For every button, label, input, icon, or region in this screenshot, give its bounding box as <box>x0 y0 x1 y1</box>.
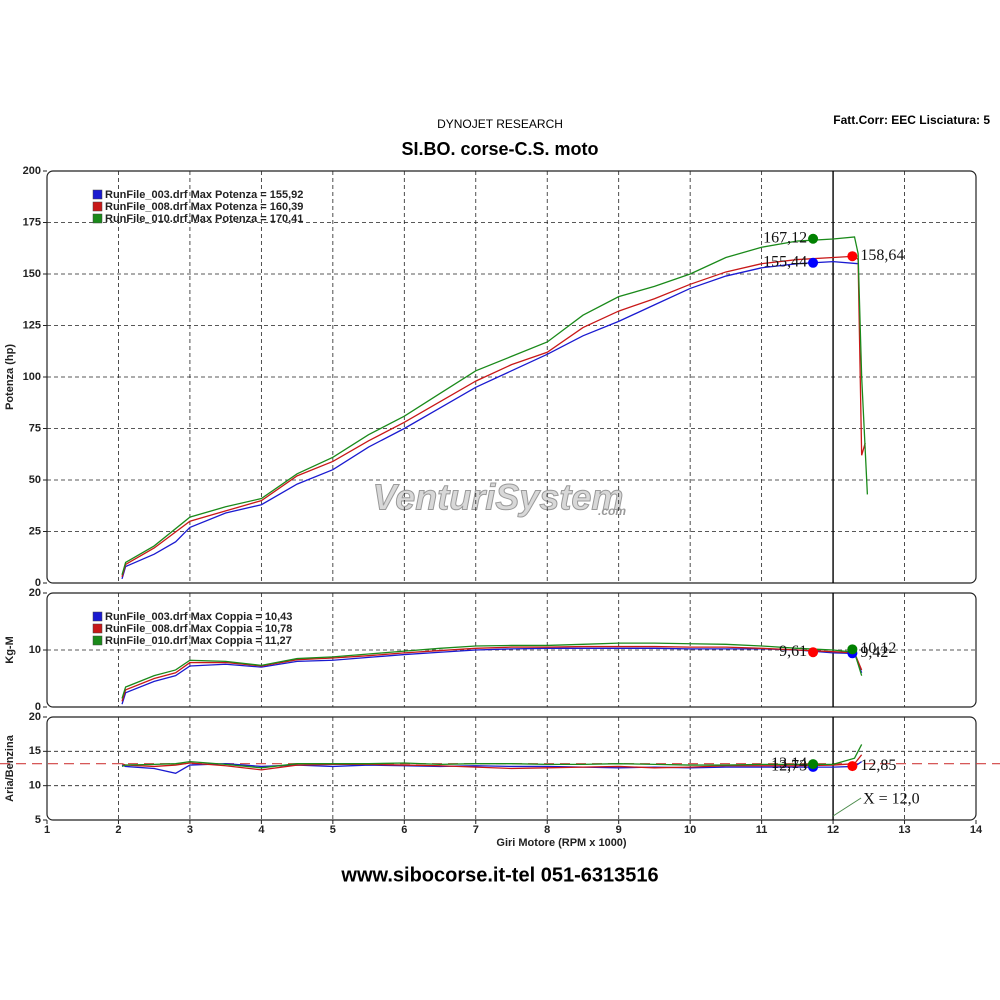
marker-label: 10,12 <box>860 640 896 657</box>
series-line <box>121 761 863 774</box>
y-axis-label: Kg-M <box>4 636 16 664</box>
y-axis-label: Aria/Benzina <box>4 734 16 802</box>
y-tick-label: 25 <box>29 525 41 537</box>
y-tick-label: 5 <box>35 814 41 826</box>
marker-label: 167,12 <box>763 229 807 246</box>
marker-label: 155,44 <box>763 253 807 270</box>
marker <box>847 251 858 262</box>
x-axis-label: Giri Motore (RPM x 1000) <box>496 837 627 849</box>
x-tick-label: 4 <box>258 824 265 836</box>
y-tick-label: 20 <box>29 711 41 723</box>
legend-swatch <box>92 611 103 622</box>
x-tick-label: 2 <box>115 824 121 836</box>
x-tick-label: 6 <box>401 824 407 836</box>
x-tick-label: 11 <box>756 824 768 836</box>
y-tick-label: 0 <box>35 577 41 589</box>
y-tick-label: 100 <box>23 371 41 383</box>
legend-label: RunFile_003.drf Max Coppia = 10,43 <box>105 611 292 623</box>
y-tick-label: 50 <box>29 474 41 486</box>
legend-swatch <box>92 623 103 634</box>
legend-swatch <box>92 189 103 200</box>
series-line <box>121 744 863 769</box>
watermark: VenturiSystem <box>373 477 624 518</box>
x-tick-label: 3 <box>187 824 193 836</box>
panel-frame <box>46 716 977 821</box>
marker-label: 13,14 <box>771 755 807 772</box>
x-tick-label: 9 <box>616 824 622 836</box>
y-tick-label: 200 <box>23 165 41 177</box>
y-axis-label: Potenza (hp) <box>4 344 16 410</box>
y-tick-label: 0 <box>35 701 41 713</box>
legend-label: RunFile_010.drf Max Potenza = 170,41 <box>105 213 303 225</box>
x-tick-label: 1 <box>44 824 50 836</box>
marker-label: 158,64 <box>860 247 904 264</box>
x-tick-label: 5 <box>330 824 336 836</box>
legend-swatch <box>92 635 103 646</box>
y-tick-label: 175 <box>23 216 41 228</box>
series-line <box>121 642 863 699</box>
series-line <box>121 260 859 580</box>
x-tick-label: 12 <box>827 824 839 836</box>
legend-label: RunFile_010.drf Max Coppia = 11,27 <box>105 635 292 647</box>
x-tick-label: 7 <box>473 824 479 836</box>
series-line <box>121 645 863 702</box>
y-tick-label: 20 <box>29 587 41 599</box>
x-tick-label: 10 <box>684 824 696 836</box>
legend-label: RunFile_008.drf Max Potenza = 160,39 <box>105 201 303 213</box>
marker <box>808 647 819 658</box>
cursor-label: X = 12,0 <box>863 791 920 808</box>
series-line <box>121 754 863 771</box>
x-tick-label: 14 <box>970 824 983 836</box>
marker <box>808 257 819 268</box>
series-line <box>121 255 866 578</box>
legend-label: RunFile_008.drf Max Coppia = 10,78 <box>105 623 292 635</box>
y-tick-label: 10 <box>29 644 41 656</box>
marker <box>847 761 858 772</box>
annotation-leader <box>832 797 862 817</box>
marker-label: 12,85 <box>860 757 896 774</box>
y-tick-label: 10 <box>29 780 41 792</box>
settings: Fatt.Corr: EEC Lisciatura: 5 <box>833 113 990 127</box>
y-tick-label: 150 <box>23 268 41 280</box>
marker-label: 9,61 <box>779 643 807 660</box>
legend-swatch <box>92 201 103 212</box>
series-line <box>121 236 869 575</box>
y-tick-label: 15 <box>29 745 41 757</box>
marker <box>808 233 819 244</box>
x-tick-label: 13 <box>898 824 910 836</box>
watermark-suffix: .com <box>598 504 626 518</box>
footer: www.sibocorse.it-tel 051-6313516 <box>340 864 658 886</box>
marker-label: 9,42 <box>860 644 888 661</box>
brand: DYNOJET RESEARCH <box>437 117 563 131</box>
series-line <box>121 647 863 705</box>
chart-title: SI.BO. corse-C.S. moto <box>401 139 598 159</box>
marker <box>847 644 858 655</box>
marker-label: 12,73 <box>771 758 807 775</box>
y-tick-label: 125 <box>23 319 41 331</box>
y-tick-label: 75 <box>29 422 41 434</box>
legend-swatch <box>92 213 103 224</box>
x-tick-label: 8 <box>544 824 550 836</box>
marker <box>808 759 819 770</box>
legend-label: RunFile_003.drf Max Potenza = 155,92 <box>105 189 303 201</box>
